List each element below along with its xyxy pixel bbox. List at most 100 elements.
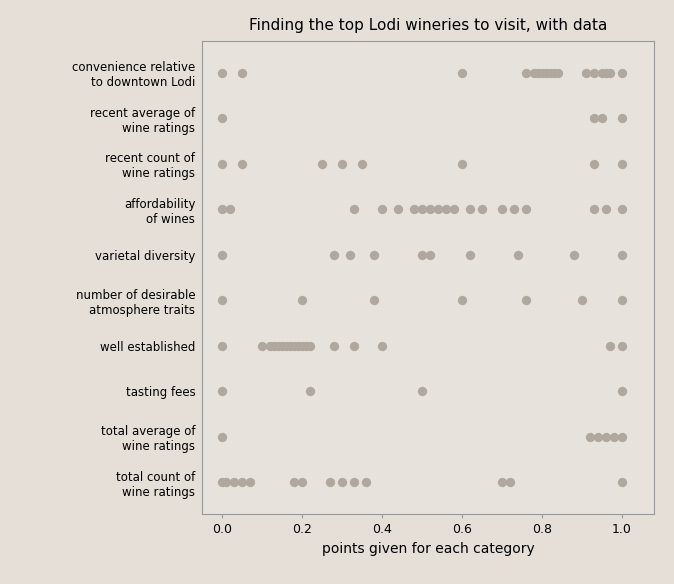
Point [497, 204, 508, 214]
Point [601, 68, 611, 78]
Point [377, 341, 388, 350]
Point [464, 250, 475, 259]
Point [605, 341, 615, 350]
Point [301, 341, 311, 350]
Point [337, 477, 348, 486]
Point [609, 432, 619, 442]
Point [293, 341, 303, 350]
Point [317, 159, 328, 168]
Point [273, 341, 284, 350]
Point [617, 204, 627, 214]
Point [449, 204, 460, 214]
Point [477, 204, 487, 214]
Point [617, 250, 627, 259]
Point [464, 204, 475, 214]
Point [588, 113, 599, 123]
Point [441, 204, 452, 214]
Point [617, 477, 627, 486]
Point [588, 204, 599, 214]
Point [433, 204, 443, 214]
Point [377, 204, 388, 214]
Point [325, 477, 336, 486]
Point [217, 477, 228, 486]
Point [284, 341, 295, 350]
Point [528, 68, 539, 78]
X-axis label: points given for each category: points given for each category [321, 541, 534, 555]
Point [617, 113, 627, 123]
Point [329, 341, 340, 350]
Point [357, 159, 367, 168]
Point [245, 477, 255, 486]
Point [277, 341, 288, 350]
Point [225, 204, 236, 214]
Point [592, 432, 603, 442]
Point [541, 68, 551, 78]
Point [520, 204, 531, 214]
Point [617, 296, 627, 305]
Point [329, 250, 340, 259]
Point [288, 341, 299, 350]
Point [520, 68, 531, 78]
Point [417, 387, 427, 396]
Point [456, 296, 467, 305]
Point [537, 68, 547, 78]
Point [588, 159, 599, 168]
Point [228, 477, 239, 486]
Point [217, 432, 228, 442]
Point [617, 341, 627, 350]
Point [217, 341, 228, 350]
Point [237, 159, 247, 168]
Point [297, 341, 307, 350]
Point [369, 250, 379, 259]
Point [348, 477, 359, 486]
Point [297, 477, 307, 486]
Point [217, 204, 228, 214]
Point [337, 159, 348, 168]
Point [369, 296, 379, 305]
Point [417, 250, 427, 259]
Point [584, 432, 595, 442]
Point [217, 159, 228, 168]
Point [456, 159, 467, 168]
Point [520, 296, 531, 305]
Point [217, 296, 228, 305]
Point [221, 477, 232, 486]
Point [596, 68, 607, 78]
Point [217, 250, 228, 259]
Point [617, 159, 627, 168]
Point [305, 341, 315, 350]
Point [361, 477, 371, 486]
Point [217, 113, 228, 123]
Point [281, 341, 292, 350]
Point [505, 477, 516, 486]
Point [508, 204, 519, 214]
Point [408, 204, 419, 214]
Point [617, 68, 627, 78]
Point [545, 68, 555, 78]
Point [257, 341, 268, 350]
Point [549, 68, 559, 78]
Point [576, 296, 587, 305]
Point [580, 68, 591, 78]
Point [596, 113, 607, 123]
Point [305, 387, 315, 396]
Point [217, 68, 228, 78]
Point [237, 477, 247, 486]
Point [265, 341, 276, 350]
Point [297, 296, 307, 305]
Point [393, 204, 404, 214]
Point [344, 250, 355, 259]
Point [601, 204, 611, 214]
Point [617, 432, 627, 442]
Title: Finding the top Lodi wineries to visit, with data: Finding the top Lodi wineries to visit, … [249, 18, 607, 33]
Point [348, 341, 359, 350]
Point [588, 68, 599, 78]
Point [425, 250, 435, 259]
Point [348, 204, 359, 214]
Point [568, 250, 579, 259]
Point [617, 387, 627, 396]
Point [425, 204, 435, 214]
Point [497, 477, 508, 486]
Point [217, 387, 228, 396]
Point [269, 341, 280, 350]
